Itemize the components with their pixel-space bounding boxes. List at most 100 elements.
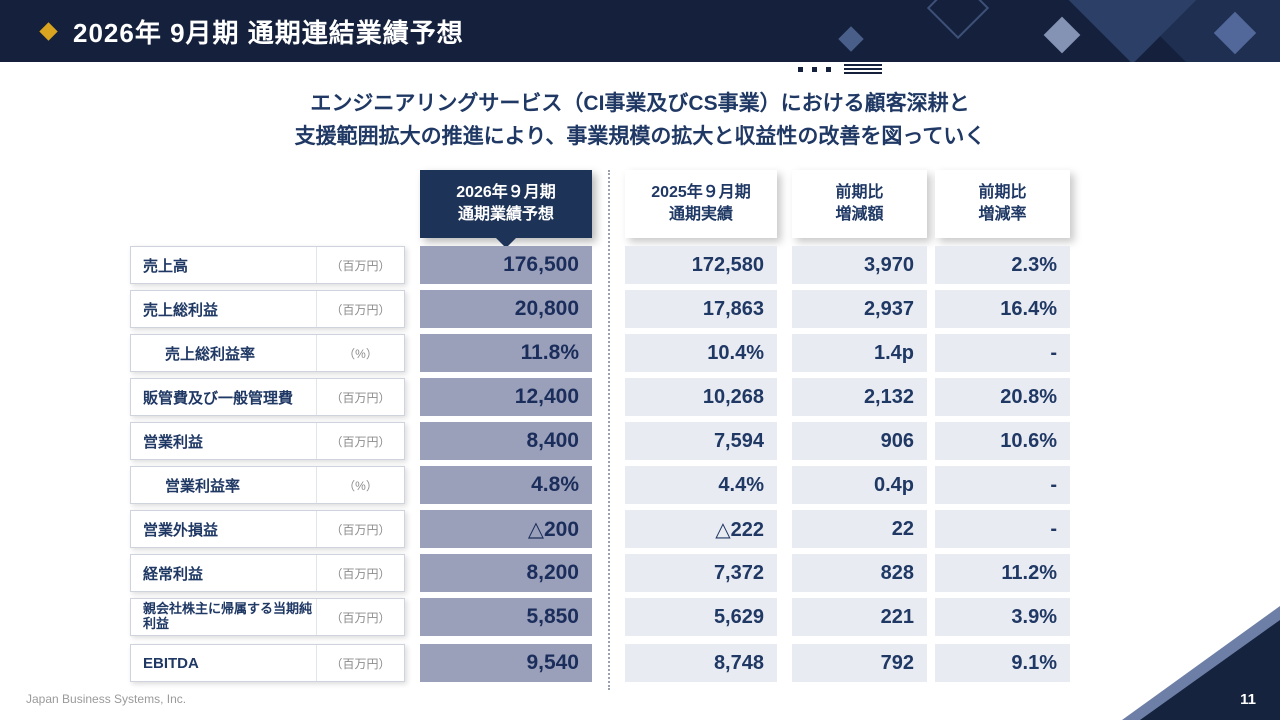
header-dots-decoration bbox=[798, 64, 882, 74]
cell-rate: - bbox=[935, 334, 1070, 372]
row-unit: （百万円） bbox=[316, 645, 404, 681]
cell-diff: 0.4p bbox=[792, 466, 927, 504]
row-unit: （%） bbox=[316, 467, 404, 503]
col-header-forecast-line2: 通期業績予想 bbox=[457, 206, 554, 223]
row-unit: （百万円） bbox=[316, 555, 404, 591]
row-label-box: 営業利益率 （%） bbox=[130, 466, 405, 504]
row-label: 経常利益 bbox=[143, 565, 204, 583]
cell-actual: 17,863 bbox=[625, 290, 777, 328]
cell-forecast: 12,400 bbox=[420, 378, 592, 416]
col-header-forecast-line1: 2026年９月期 bbox=[456, 183, 556, 201]
col-header-forecast: 2026年９月期 通期業績予想 bbox=[420, 170, 592, 248]
col-header-actual-line1: 2025年９月期 bbox=[651, 183, 751, 201]
corner-triangle-dark bbox=[1140, 620, 1280, 720]
cell-actual: 172,580 bbox=[625, 246, 777, 284]
dotted-divider bbox=[608, 170, 610, 690]
cell-rate: 16.4% bbox=[935, 290, 1070, 328]
row-label: EBITDA bbox=[143, 654, 199, 672]
row-label-box: 販管費及び一般管理費 （百万円） bbox=[130, 378, 405, 416]
table-row-gross-margin: 売上総利益率 （%） 11.8% 10.4% 1.4p - bbox=[130, 334, 1070, 372]
financial-table: 売上高 （百万円） 176,500 172,580 3,970 2.3% 売上総… bbox=[130, 246, 1070, 688]
row-label-box: 営業外損益 （百万円） bbox=[130, 510, 405, 548]
row-unit: （百万円） bbox=[316, 247, 404, 283]
deco-cube-icon bbox=[926, 0, 990, 40]
footer-company-name: Japan Business Systems, Inc. bbox=[26, 692, 187, 706]
cell-diff: 22 bbox=[792, 510, 927, 548]
key-message: エンジニアリングサービス（CI事業及びCS事業）における顧客深耕と 支援範囲拡大… bbox=[0, 88, 1280, 153]
cell-diff: 2,132 bbox=[792, 378, 927, 416]
cell-actual: 7,372 bbox=[625, 554, 777, 592]
table-row-net-income: 親会社株主に帰属する当期純利益 （百万円） 5,850 5,629 221 3.… bbox=[130, 598, 1070, 636]
cell-rate: 3.9% bbox=[935, 598, 1070, 636]
deco-cube-icon bbox=[1051, 0, 1214, 62]
diamond-bullet-icon bbox=[39, 21, 58, 41]
row-unit: （%） bbox=[316, 335, 404, 371]
deco-cube-icon bbox=[1153, 0, 1280, 62]
col-header-diff-line2: 増減額 bbox=[835, 206, 884, 223]
header-decoration bbox=[760, 0, 1280, 62]
table-row-ebitda: EBITDA （百万円） 9,540 8,748 792 9.1% bbox=[130, 644, 1070, 682]
header-bar: 2026年 9月期 通期連結業績予想 bbox=[0, 0, 1280, 62]
cell-rate: 20.8% bbox=[935, 378, 1070, 416]
row-label-box: 売上高 （百万円） bbox=[130, 246, 405, 284]
row-label-box: 経常利益 （百万円） bbox=[130, 554, 405, 592]
cell-forecast: 4.8% bbox=[420, 466, 592, 504]
cell-diff: 1.4p bbox=[792, 334, 927, 372]
page-title: 2026年 9月期 通期連結業績予想 bbox=[73, 17, 464, 48]
cell-actual: 5,629 bbox=[625, 598, 777, 636]
key-message-line1: エンジニアリングサービス（CI事業及びCS事業）における顧客深耕と bbox=[310, 92, 970, 115]
cell-forecast: 9,540 bbox=[420, 644, 592, 682]
cell-forecast: 176,500 bbox=[420, 246, 592, 284]
cell-rate: 11.2% bbox=[935, 554, 1070, 592]
row-label: 販管費及び一般管理費 bbox=[143, 389, 294, 407]
col-header-actual-line2: 通期実績 bbox=[668, 206, 733, 223]
cell-forecast: 8,400 bbox=[420, 422, 592, 460]
col-header-diff-line1: 前期比 bbox=[835, 183, 884, 201]
row-unit: （百万円） bbox=[316, 291, 404, 327]
col-header-rate-line2: 増減率 bbox=[978, 206, 1027, 223]
col-header-diff: 前期比 増減額 bbox=[792, 170, 927, 238]
cell-forecast: 5,850 bbox=[420, 598, 592, 636]
key-message-line2: 支援範囲拡大の推進により、事業規模の拡大と収益性の改善を図っていく bbox=[294, 124, 986, 148]
table-row-ordinary-profit: 経常利益 （百万円） 8,200 7,372 828 11.2% bbox=[130, 554, 1070, 592]
row-unit: （百万円） bbox=[316, 599, 404, 635]
table-row-sales: 売上高 （百万円） 176,500 172,580 3,970 2.3% bbox=[130, 246, 1070, 284]
row-label: 売上総利益率 bbox=[165, 345, 256, 363]
row-label: 営業外損益 bbox=[143, 521, 219, 539]
cell-forecast: △200 bbox=[420, 510, 592, 548]
cell-actual: △222 bbox=[625, 510, 777, 548]
cell-actual: 10,268 bbox=[625, 378, 777, 416]
row-label-box: 売上総利益率 （%） bbox=[130, 334, 405, 372]
table-row-operating-margin: 営業利益率 （%） 4.8% 4.4% 0.4p - bbox=[130, 466, 1070, 504]
cell-diff: 792 bbox=[792, 644, 927, 682]
row-label: 営業利益率 bbox=[165, 477, 241, 495]
page-number: 11 bbox=[1240, 691, 1256, 708]
cell-diff: 906 bbox=[792, 422, 927, 460]
cell-diff: 3,970 bbox=[792, 246, 927, 284]
col-header-actual: 2025年９月期 通期実績 bbox=[625, 170, 777, 238]
cell-forecast: 8,200 bbox=[420, 554, 592, 592]
cell-rate: 10.6% bbox=[935, 422, 1070, 460]
dot-icon bbox=[812, 66, 817, 72]
dot-icon bbox=[798, 66, 803, 72]
dot-icon bbox=[826, 66, 831, 72]
table-row-operating-profit: 営業利益 （百万円） 8,400 7,594 906 10.6% bbox=[130, 422, 1070, 460]
row-label-box: EBITDA （百万円） bbox=[130, 644, 405, 682]
row-label-box: 売上総利益 （百万円） bbox=[130, 290, 405, 328]
cell-rate: 2.3% bbox=[935, 246, 1070, 284]
deco-cube-icon bbox=[838, 26, 864, 52]
cell-diff: 221 bbox=[792, 598, 927, 636]
deco-cube-icon bbox=[1213, 11, 1257, 55]
cell-rate: - bbox=[935, 466, 1070, 504]
table-row-sga: 販管費及び一般管理費 （百万円） 12,400 10,268 2,132 20.… bbox=[130, 378, 1070, 416]
stripes-icon bbox=[844, 64, 882, 74]
col-header-rate-line1: 前期比 bbox=[978, 183, 1027, 201]
row-unit: （百万円） bbox=[316, 423, 404, 459]
cell-actual: 7,594 bbox=[625, 422, 777, 460]
row-unit: （百万円） bbox=[316, 379, 404, 415]
cell-diff: 828 bbox=[792, 554, 927, 592]
cell-forecast: 20,800 bbox=[420, 290, 592, 328]
col-header-rate: 前期比 増減率 bbox=[935, 170, 1070, 238]
